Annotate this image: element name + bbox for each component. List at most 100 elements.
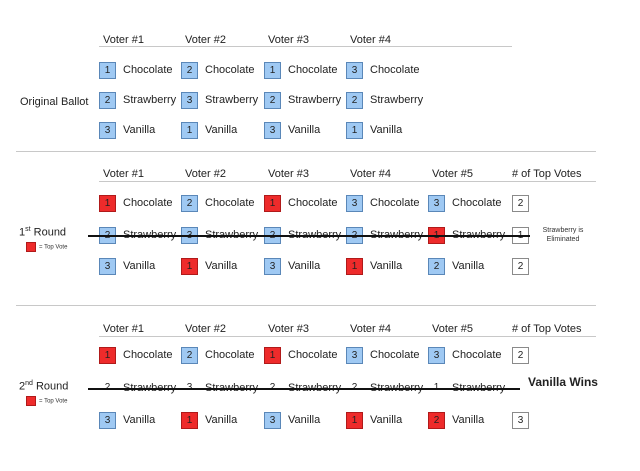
flavor-label: Vanilla <box>205 260 238 272</box>
rank-box: 1 <box>346 412 363 429</box>
rank-box: 2 <box>428 258 445 275</box>
flavor-label: Vanilla <box>370 414 403 426</box>
rank-box: 3 <box>428 347 445 364</box>
rank-box: 2 <box>181 195 198 212</box>
rank-box: 3 <box>181 380 198 397</box>
flavor-label: Vanilla <box>205 414 238 426</box>
rank-box: 3 <box>264 122 281 139</box>
top-vote-count: 3 <box>512 412 529 429</box>
column-header-1: Voter #1 <box>103 168 144 180</box>
flavor-label: Vanilla <box>370 260 403 272</box>
flavor-label: Chocolate <box>288 64 338 76</box>
rank-box: 3 <box>99 122 116 139</box>
strike-through-line <box>88 235 530 237</box>
top-vote-count: 2 <box>512 258 529 275</box>
flavor-label: Chocolate <box>452 349 502 361</box>
rank-box: 1 <box>346 258 363 275</box>
header-rule <box>99 181 596 182</box>
rank-box: 1 <box>99 195 116 212</box>
flavor-label: Chocolate <box>452 197 502 209</box>
strike-through-line <box>88 388 520 390</box>
round-label: 2nd Round <box>19 380 69 393</box>
flavor-label: Strawberry <box>123 94 177 106</box>
flavor-label: Chocolate <box>288 197 338 209</box>
flavor-label: Chocolate <box>205 197 255 209</box>
top-vote-swatch <box>26 396 36 406</box>
rank-box: 1 <box>99 347 116 364</box>
rank-box: 1 <box>428 380 445 397</box>
flavor-label: Vanilla <box>452 260 485 272</box>
top-vote-swatch <box>26 242 36 252</box>
rank-box: 2 <box>181 62 198 79</box>
flavor-label: Strawberry <box>370 94 424 106</box>
rank-box: 1 <box>346 122 363 139</box>
column-header-3: Voter #3 <box>268 34 309 46</box>
flavor-label: Chocolate <box>370 197 420 209</box>
rank-box: 3 <box>99 412 116 429</box>
column-header-6: # of Top Votes <box>512 323 582 335</box>
rank-box: 1 <box>99 62 116 79</box>
column-header-3: Voter #3 <box>268 168 309 180</box>
flavor-label: Vanilla <box>370 124 403 136</box>
rank-box: 2 <box>99 380 116 397</box>
rank-box: 2 <box>428 412 445 429</box>
flavor-label: Vanilla <box>452 414 485 426</box>
top-vote-legend: = Top Vote <box>26 396 67 406</box>
flavor-label: Vanilla <box>288 124 321 136</box>
flavor-label: Vanilla <box>288 260 321 272</box>
top-vote-count: 2 <box>512 347 529 364</box>
rank-box: 2 <box>264 92 281 109</box>
rank-box: 1 <box>181 122 198 139</box>
flavor-label: Chocolate <box>205 64 255 76</box>
winner-label: Vanilla Wins <box>528 375 598 389</box>
rank-box: 3 <box>346 347 363 364</box>
rank-box: 3 <box>346 62 363 79</box>
rank-box: 3 <box>264 412 281 429</box>
flavor-label: Vanilla <box>123 260 156 272</box>
elimination-note: Strawberry is Eliminated <box>542 227 584 243</box>
rank-box: 3 <box>346 195 363 212</box>
column-header-4: Voter #4 <box>350 34 391 46</box>
rank-box: 3 <box>99 258 116 275</box>
flavor-label: Vanilla <box>123 124 156 136</box>
round-label: Original Ballot <box>20 96 89 108</box>
column-header-4: Voter #4 <box>350 168 391 180</box>
rank-box: 2 <box>264 380 281 397</box>
rank-box: 2 <box>181 347 198 364</box>
header-rule <box>99 46 512 47</box>
flavor-label: Chocolate <box>123 64 173 76</box>
column-header-1: Voter #1 <box>103 34 144 46</box>
column-header-2: Voter #2 <box>185 323 226 335</box>
rank-box: 1 <box>264 62 281 79</box>
flavor-label: Chocolate <box>288 349 338 361</box>
flavor-label: Vanilla <box>205 124 238 136</box>
column-header-5: Voter #5 <box>432 168 473 180</box>
top-vote-count: 2 <box>512 195 529 212</box>
column-header-6: # of Top Votes <box>512 168 582 180</box>
rank-box: 1 <box>181 412 198 429</box>
flavor-label: Vanilla <box>288 414 321 426</box>
rank-box: 2 <box>346 380 363 397</box>
rank-box: 1 <box>264 347 281 364</box>
header-rule <box>99 336 596 337</box>
flavor-label: Chocolate <box>370 64 420 76</box>
rank-box: 3 <box>264 258 281 275</box>
column-header-2: Voter #2 <box>185 34 226 46</box>
flavor-label: Strawberry <box>205 94 259 106</box>
rank-box: 3 <box>428 195 445 212</box>
flavor-label: Chocolate <box>205 349 255 361</box>
rank-box: 3 <box>181 92 198 109</box>
column-header-3: Voter #3 <box>268 323 309 335</box>
flavor-label: Chocolate <box>370 349 420 361</box>
section-divider <box>16 151 596 152</box>
section-divider <box>16 305 596 306</box>
rank-box: 2 <box>346 92 363 109</box>
rank-box: 1 <box>264 195 281 212</box>
column-header-2: Voter #2 <box>185 168 226 180</box>
rank-box: 1 <box>181 258 198 275</box>
flavor-label: Vanilla <box>123 414 156 426</box>
flavor-label: Chocolate <box>123 197 173 209</box>
round-label: 1st Round <box>19 226 67 239</box>
column-header-4: Voter #4 <box>350 323 391 335</box>
column-header-1: Voter #1 <box>103 323 144 335</box>
